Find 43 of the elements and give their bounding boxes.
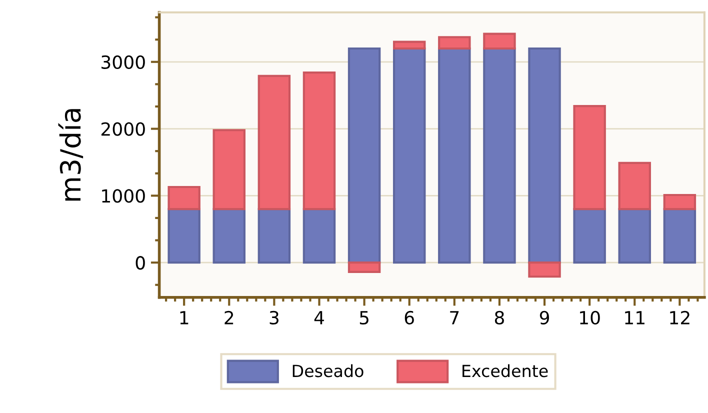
bar — [212, 208, 246, 264]
x-tick-label: 12 — [670, 310, 690, 324]
bar — [302, 72, 336, 210]
bar — [168, 186, 200, 210]
bar — [348, 262, 381, 273]
bar — [168, 208, 200, 264]
y-axis-title: m3/día — [58, 109, 84, 201]
legend-label: Deseado — [292, 364, 364, 378]
bar — [212, 129, 246, 210]
y-tick-label: 1000 — [102, 189, 145, 203]
bar — [663, 194, 696, 210]
bar — [528, 47, 561, 264]
bar — [618, 162, 651, 210]
bar — [663, 208, 696, 264]
bar — [392, 47, 426, 264]
x-tick-label: 10 — [580, 310, 600, 325]
x-tick-label: 11 — [625, 311, 644, 324]
y-tick-label: 2000 — [101, 122, 145, 136]
y-tick-label: 3000 — [102, 55, 145, 70]
bar — [618, 208, 651, 264]
bar — [483, 47, 516, 264]
bar — [483, 32, 516, 50]
bar — [348, 47, 381, 264]
x-tick-label: 6 — [404, 310, 414, 325]
bar — [258, 208, 291, 264]
x-tick-label: 7 — [450, 311, 459, 324]
y-tick-label: 0 — [136, 256, 145, 270]
x-tick-label: 4 — [314, 311, 324, 324]
bar — [438, 36, 471, 50]
x-tick-label: 8 — [494, 310, 504, 325]
bar — [392, 40, 426, 50]
bar — [258, 74, 291, 210]
bar — [573, 208, 606, 264]
legend-label: Excedente — [462, 364, 548, 378]
bar — [438, 47, 471, 264]
bar — [573, 104, 606, 210]
x-tick-label: 2 — [224, 310, 234, 324]
x-tick-label: 9 — [540, 310, 549, 325]
x-tick-label: 1 — [180, 311, 188, 324]
x-tick-label: 5 — [360, 311, 368, 325]
bar — [302, 208, 336, 264]
x-tick-label: 3 — [270, 310, 278, 325]
bar — [528, 262, 561, 278]
